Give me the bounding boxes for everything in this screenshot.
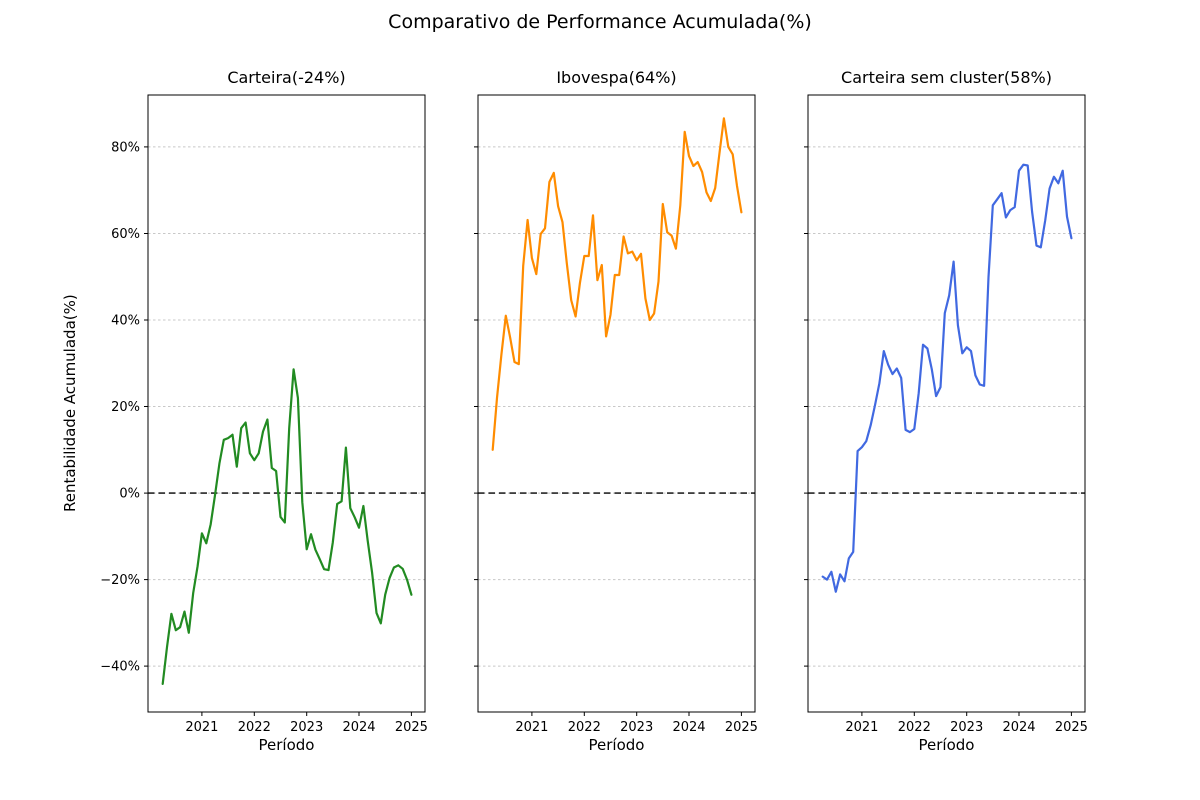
x-tick-label: 2025 <box>395 720 428 735</box>
series-line-carteira <box>161 368 413 686</box>
y-tick-label: −20% <box>100 573 140 588</box>
x-tick-label: 2024 <box>672 720 705 735</box>
x-tick-label: 2021 <box>845 720 878 735</box>
x-tick-label: 2021 <box>185 720 218 735</box>
x-tick-label: 2021 <box>515 720 548 735</box>
x-tick-label: 2025 <box>1055 720 1088 735</box>
x-tick-label: 2022 <box>898 720 931 735</box>
y-tick-label: 80% <box>111 140 140 155</box>
subplot-carteira-sem-cluster: Carteira sem cluster(58%) 2021 2022 2023 20… <box>748 60 1105 765</box>
subplot-carteira: Carteira(-24%) 2021 2022 2023 2024 2025 −40% −… <box>88 60 445 765</box>
x-tick-label: 2022 <box>568 720 601 735</box>
y-tick-label: 20% <box>111 400 140 415</box>
subplot-title-carteira-sem-cluster: Carteira sem cluster(58%) <box>841 68 1052 87</box>
x-tick-label: 2023 <box>950 720 983 735</box>
plot-border <box>807 94 1086 713</box>
x-tick-label: 2024 <box>342 720 375 735</box>
plot-border <box>147 94 426 713</box>
x-axis-label-carteira-sem-cluster: Período <box>918 736 975 754</box>
figure-title: Comparativo de Performance Acumulada(%) <box>388 11 812 33</box>
x-tick-label: 2023 <box>290 720 323 735</box>
y-axis-label: Rentabilidade Acumulada(%) <box>61 294 79 513</box>
y-tick-label: 60% <box>111 227 140 242</box>
x-axis-label-ibovespa: Período <box>588 736 645 754</box>
y-tick-label: 40% <box>111 314 140 329</box>
line-chart-carteira-sem-cluster: 2021 2022 2023 2024 2025 <box>804 94 1088 735</box>
plot-border <box>477 94 756 713</box>
subplot-ibovespa: Ibovespa(64%) 2021 2022 2023 2024 2025 Perío… <box>418 60 775 765</box>
y-tick-label: 0% <box>119 487 140 502</box>
line-chart-carteira: 2021 2022 2023 2024 2025 −40% −20% 0% 20% 40% 60% 8… <box>100 94 428 735</box>
subplot-title-carteira: Carteira(-24%) <box>227 68 346 87</box>
line-chart-ibovespa: 2021 2022 2023 2024 2025 <box>474 94 758 735</box>
x-axis-label-carteira: Período <box>258 736 315 754</box>
series-line-carteira-sem-cluster <box>821 163 1073 593</box>
series-line-ibovespa <box>491 117 743 451</box>
x-tick-label: 2022 <box>238 720 271 735</box>
y-tick-label: −40% <box>100 660 140 675</box>
x-tick-label: 2025 <box>725 720 758 735</box>
x-tick-label: 2024 <box>1002 720 1035 735</box>
subplot-title-ibovespa: Ibovespa(64%) <box>556 68 677 87</box>
x-tick-label: 2023 <box>620 720 653 735</box>
